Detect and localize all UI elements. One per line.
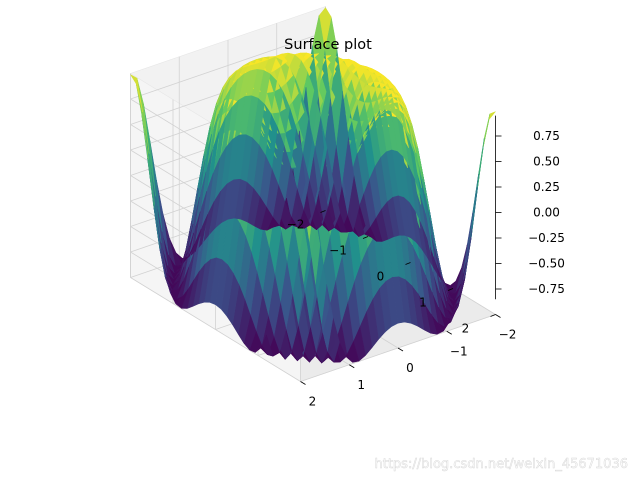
surface-mesh (129, 7, 496, 364)
z-tick-label: 0.00 (533, 206, 560, 220)
x-tick-mark (320, 210, 326, 213)
surface-quad (129, 73, 143, 113)
x-tick-label: 1 (419, 296, 427, 310)
z-tick-label: 0.50 (533, 155, 560, 169)
watermark-text: https://blog.csdn.net/weixin_45671036 (374, 457, 628, 472)
z-tick-label: −0.75 (528, 282, 565, 296)
x-tick-label: 0 (377, 270, 385, 284)
y-tick-label: 2 (309, 395, 317, 409)
x-tick-mark (490, 314, 496, 317)
y-tick-mark (446, 330, 452, 335)
x-tick-mark (362, 236, 369, 239)
x-tick-label: −2 (287, 218, 305, 232)
x-tick-label: 2 (462, 322, 470, 336)
z-tick-label: −0.25 (528, 231, 565, 245)
y-tick-label: 1 (357, 378, 365, 392)
chart-title: Surface plot (284, 37, 372, 53)
y-tick-mark (397, 347, 404, 352)
z-tick-label: −0.50 (528, 257, 565, 271)
y-tick-mark (349, 364, 355, 369)
y-tick-mark (495, 314, 501, 318)
gridline-wall-z (130, 31, 326, 100)
z-tick-label: 0.75 (533, 129, 560, 143)
z-tick-label: 0.25 (533, 180, 560, 194)
axis-ticks: −2 −1 0 1 2 −2 −1 0 1 2 0.75 0.50 0.25 0.00 −0.25 −0.50… (287, 115, 565, 409)
y-tick-mark (300, 381, 306, 385)
x-tick-mark (447, 288, 454, 291)
y-tick-label: 0 (406, 361, 414, 375)
x-tick-mark (405, 262, 411, 265)
y-tick-label: −1 (450, 344, 468, 358)
gridline-floor-y (130, 277, 301, 382)
x-tick-label: −1 (329, 244, 347, 258)
y-tick-label: −2 (499, 328, 517, 342)
